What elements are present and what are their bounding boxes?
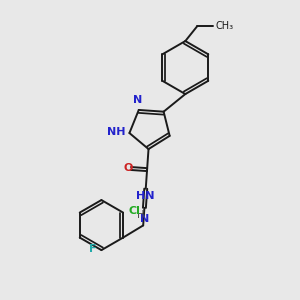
Text: H: H	[137, 210, 145, 220]
Text: O: O	[123, 163, 133, 173]
Text: CH₃: CH₃	[216, 21, 234, 31]
Text: HN: HN	[136, 191, 155, 201]
Text: F: F	[89, 244, 97, 254]
Text: N: N	[133, 94, 142, 105]
Text: NH: NH	[107, 127, 126, 136]
Text: N: N	[140, 214, 149, 224]
Text: Cl: Cl	[129, 206, 141, 216]
